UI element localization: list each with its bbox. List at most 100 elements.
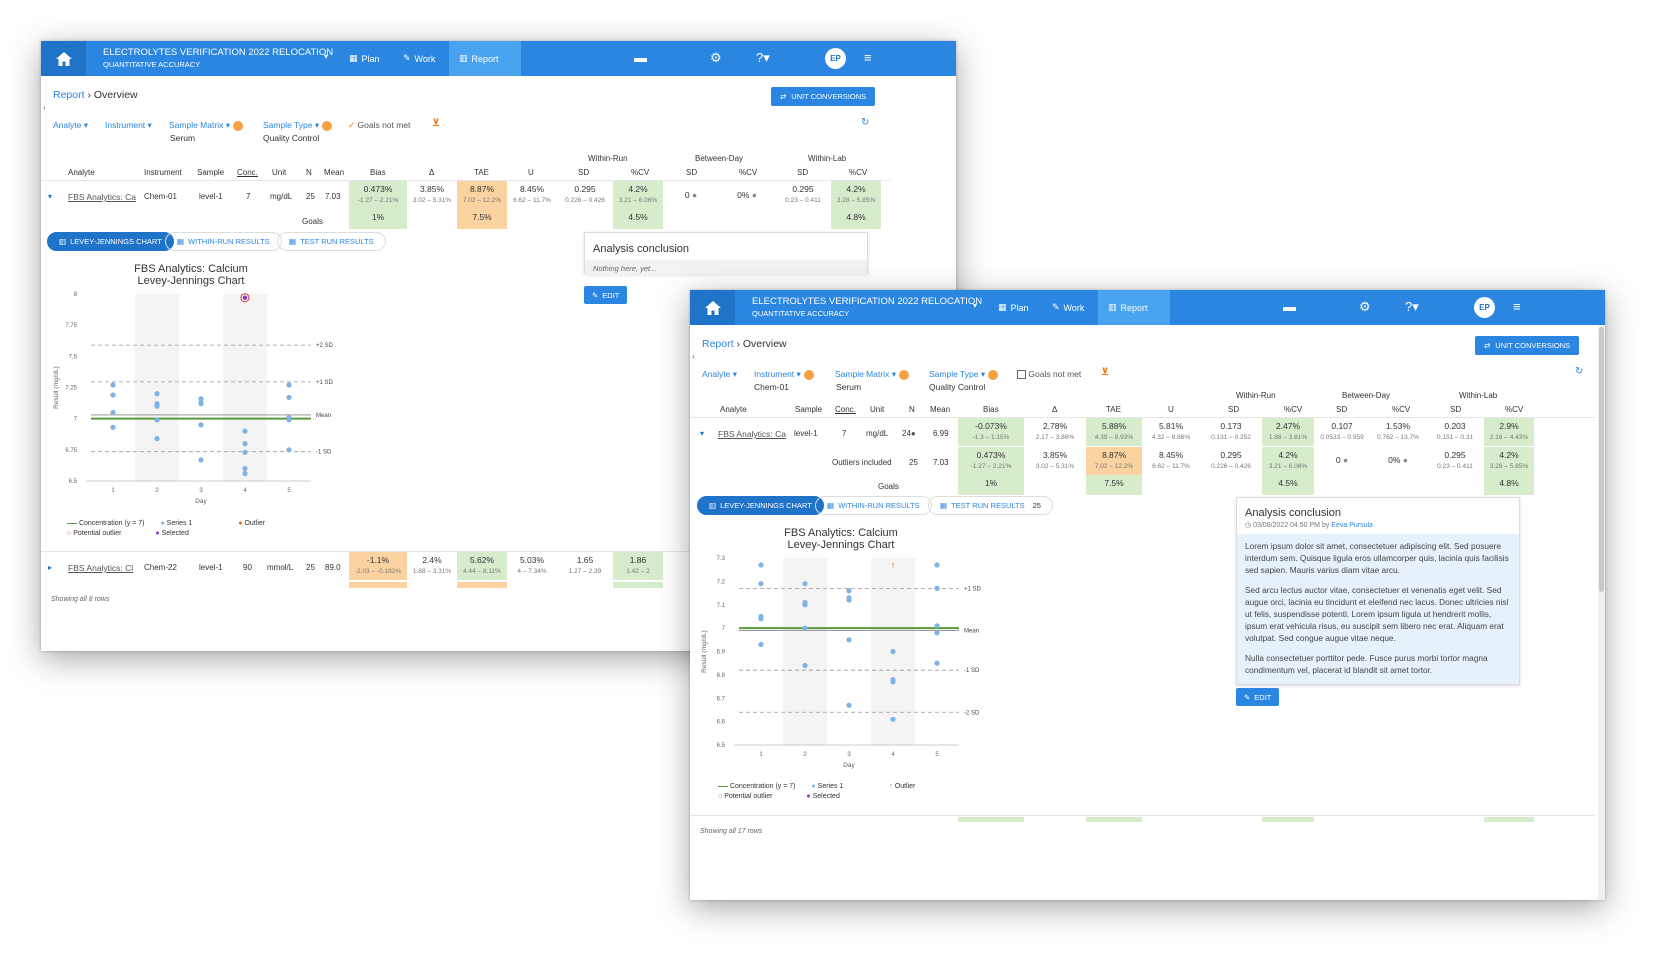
project-dropdown-chevron-icon[interactable]: ▾: [973, 301, 978, 310]
menu-icon[interactable]: ≡: [864, 50, 872, 65]
filter-analyte[interactable]: Analyte ▾: [702, 369, 737, 379]
edit-conclusion-button[interactable]: ✎ EDIT: [584, 286, 628, 304]
sidebar-expand-chevron-icon[interactable]: ›: [43, 103, 46, 112]
refresh-icon[interactable]: ↻: [861, 117, 870, 128]
tab-within-run-results[interactable]: ▦ WITHIN-RUN RESULTS: [165, 232, 282, 251]
col-wr-cv[interactable]: %CV: [1284, 405, 1303, 414]
col-n[interactable]: N: [909, 405, 915, 414]
col-u[interactable]: U: [1168, 405, 1174, 414]
col-wr-sd[interactable]: SD: [1228, 405, 1240, 414]
col-wr-cv[interactable]: %CV: [631, 168, 650, 177]
col-mean[interactable]: Mean: [930, 405, 951, 414]
col-delta[interactable]: Δ: [1052, 405, 1058, 414]
project-subtitle: QUANTITATIVE ACCURACY: [752, 309, 850, 318]
row-expand-icon[interactable]: ▾: [700, 429, 705, 438]
y-tick-label: 7.25: [65, 386, 77, 392]
conclusion-author-link[interactable]: Eeva Pursula: [1331, 522, 1373, 529]
col-tae[interactable]: TAE: [474, 168, 489, 177]
clear-filter-icon[interactable]: ⊻: [432, 118, 441, 129]
filter-instrument[interactable]: Instrument ▾: [105, 120, 152, 130]
tab-report[interactable]: ▥ Report: [449, 41, 521, 76]
col-u[interactable]: U: [528, 168, 534, 177]
filter-analyte[interactable]: Analyte ▾: [53, 120, 88, 130]
info-icon[interactable]: ●: [1342, 455, 1349, 465]
col-unit[interactable]: Unit: [870, 405, 885, 414]
info-icon[interactable]: ●: [751, 190, 757, 200]
filter-sample-type[interactable]: Sample Type ▾: [263, 120, 333, 131]
tab-test-run-results[interactable]: ▦ TEST RUN RESULTS: [277, 232, 386, 251]
tab-plan[interactable]: ▦ Plan: [339, 41, 390, 76]
clear-filter-icon[interactable]: ⊻: [1101, 367, 1110, 378]
col-wl-sd[interactable]: SD: [797, 168, 809, 177]
unit-conversions-button[interactable]: ⇄ UNIT CONVERSIONS: [771, 87, 876, 106]
analyte-link[interactable]: FBS Analytics: Cl: [68, 563, 134, 573]
analyte-link[interactable]: FBS Analytics: Ca: [718, 429, 787, 439]
col-wl-cv[interactable]: %CV: [849, 168, 868, 177]
filter-sample-matrix[interactable]: Sample Matrix ▾: [835, 369, 909, 380]
tab-work[interactable]: ✎ Work: [1042, 290, 1094, 325]
col-sample[interactable]: Sample: [197, 168, 225, 177]
unit-conversions-button[interactable]: ⇄ UNIT CONVERSIONS: [1475, 336, 1580, 355]
scrollbar[interactable]: [1598, 325, 1605, 900]
avatar[interactable]: EP: [1474, 297, 1495, 318]
help-icon[interactable]: ?▾: [1405, 299, 1419, 314]
col-sample[interactable]: Sample: [795, 405, 823, 414]
menu-icon[interactable]: ≡: [1513, 299, 1521, 314]
filter-instrument[interactable]: Instrument ▾: [754, 369, 814, 380]
col-unit[interactable]: Unit: [272, 168, 287, 177]
sidebar-expand-chevron-icon[interactable]: ›: [692, 352, 695, 361]
row-expand-icon[interactable]: ▸: [48, 563, 53, 572]
edit-icon: ✎: [1244, 692, 1251, 702]
col-wr-sd[interactable]: SD: [578, 168, 590, 177]
info-icon[interactable]: ●: [691, 190, 698, 200]
goals-not-met-checkbox[interactable]: Goals not met: [1017, 369, 1081, 380]
gear-icon[interactable]: ⚙: [710, 50, 722, 65]
col-tae[interactable]: TAE: [1106, 405, 1121, 414]
info-icon[interactable]: ●: [1402, 455, 1408, 465]
help-icon[interactable]: ?▾: [756, 50, 770, 65]
project-dropdown-chevron-icon[interactable]: ▾: [324, 52, 329, 61]
project-title[interactable]: ELECTROLYTES VERIFICATION 2022 RELOCATIO…: [103, 47, 333, 71]
col-analyte[interactable]: Analyte: [68, 168, 95, 177]
col-bias[interactable]: Bias: [370, 168, 386, 177]
tab-within-run-results[interactable]: ▦ WITHIN-RUN RESULTS: [815, 496, 932, 515]
avatar[interactable]: EP: [825, 48, 846, 69]
col-wl-cv[interactable]: %CV: [1505, 405, 1524, 414]
col-instrument[interactable]: Instrument: [144, 168, 182, 177]
home-button[interactable]: [690, 290, 735, 325]
edit-conclusion-button[interactable]: ✎ EDIT: [1236, 688, 1280, 706]
tab-levey-jennings-chart[interactable]: ▥ LEVEY-JENNINGS CHART: [47, 232, 174, 251]
col-bd-cv[interactable]: %CV: [739, 168, 758, 177]
tab-report[interactable]: ▥ Report: [1098, 290, 1170, 325]
scrollbar-thumb[interactable]: [1599, 327, 1604, 592]
row-expand-icon[interactable]: ▾: [48, 192, 53, 201]
info-icon[interactable]: ●: [910, 429, 916, 438]
col-analyte[interactable]: Analyte: [720, 405, 747, 414]
col-bias[interactable]: Bias: [983, 405, 999, 414]
home-button[interactable]: [41, 41, 86, 76]
filter-sample-matrix[interactable]: Sample Matrix ▾: [169, 120, 243, 131]
filter-sample-type[interactable]: Sample Type ▾: [929, 369, 999, 380]
folder-icon[interactable]: ▬: [634, 50, 647, 65]
analyte-link[interactable]: FBS Analytics: Ca: [68, 192, 137, 202]
col-delta[interactable]: Δ: [429, 168, 435, 177]
col-mean[interactable]: Mean: [324, 168, 345, 177]
col-wl-sd[interactable]: SD: [1450, 405, 1462, 414]
tab-levey-jennings-chart[interactable]: ▥ LEVEY-JENNINGS CHART: [697, 496, 824, 515]
goals-not-met-checkbox[interactable]: ✓ Goals not met: [348, 120, 410, 131]
col-n[interactable]: N: [306, 168, 312, 177]
tab-work[interactable]: ✎ Work: [393, 41, 445, 76]
col-bd-sd[interactable]: SD: [686, 168, 698, 177]
folder-icon[interactable]: ▬: [1283, 299, 1296, 314]
col-conc[interactable]: Conc.: [835, 405, 856, 414]
tab-test-run-results[interactable]: ▦ TEST RUN RESULTS 25: [928, 496, 1053, 515]
project-title[interactable]: ELECTROLYTES VERIFICATION 2022 RELOCATIO…: [752, 296, 982, 320]
col-bd-sd[interactable]: SD: [1336, 405, 1348, 414]
tab-plan[interactable]: ▦ Plan: [988, 290, 1039, 325]
col-bd-cv[interactable]: %CV: [1392, 405, 1411, 414]
refresh-icon[interactable]: ↻: [1575, 366, 1584, 377]
col-conc[interactable]: Conc.: [237, 168, 258, 177]
gear-icon[interactable]: ⚙: [1359, 299, 1371, 314]
breadcrumb-report-link[interactable]: Report: [53, 89, 85, 101]
breadcrumb-report-link[interactable]: Report: [702, 338, 734, 350]
